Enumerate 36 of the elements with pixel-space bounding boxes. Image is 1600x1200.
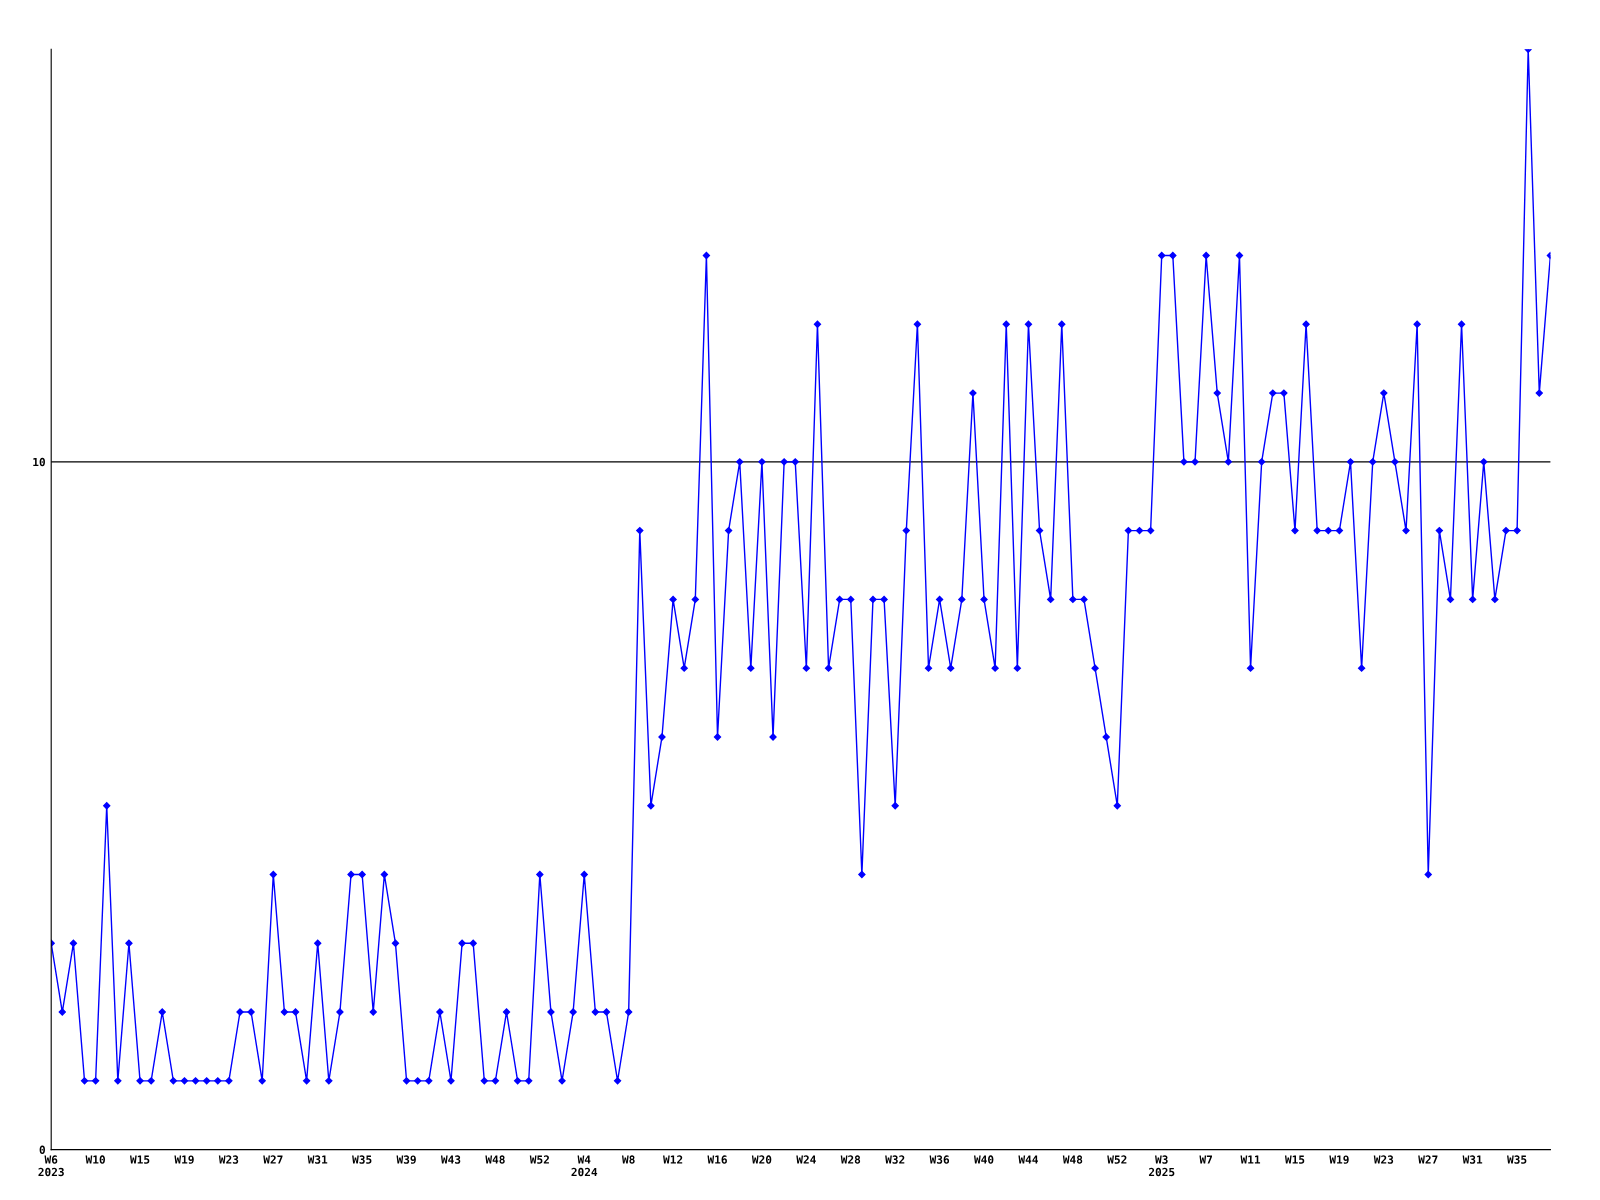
x-tick-label: W36 bbox=[929, 1155, 950, 1164]
x-tick-label: W23 bbox=[218, 1155, 239, 1164]
y-tick-label: 0 bbox=[39, 1145, 45, 1154]
x-tick-label: W52 bbox=[529, 1155, 549, 1164]
x-tick-label: W24 bbox=[796, 1155, 816, 1164]
x-tick-label: W40 bbox=[974, 1155, 994, 1164]
x-tick-label: W35 bbox=[1507, 1155, 1527, 1164]
x-tick-label: W10 bbox=[85, 1155, 105, 1164]
x-tick-label: W48 bbox=[485, 1155, 505, 1164]
x-tick-label: W15 bbox=[130, 1155, 150, 1164]
x-tick-label: W27 bbox=[263, 1155, 283, 1164]
x-tick-label: W6 2023 bbox=[38, 1155, 64, 1177]
x-tick-label: W8 bbox=[621, 1155, 635, 1164]
x-tick-label: W19 bbox=[174, 1155, 194, 1164]
x-tick-label: W23 bbox=[1373, 1155, 1394, 1164]
x-tick-label: W39 bbox=[396, 1155, 416, 1164]
x-tick-label: W52 bbox=[1107, 1155, 1127, 1164]
x-tick-label: W11 bbox=[1240, 1155, 1261, 1164]
x-tick-label: W3 2025 bbox=[1148, 1155, 1175, 1177]
x-tick-label: W31 bbox=[1462, 1155, 1483, 1164]
x-tick-label: W28 bbox=[840, 1155, 861, 1164]
x-tick-label: W44 bbox=[1018, 1155, 1038, 1164]
x-tick-label: W35 bbox=[352, 1155, 372, 1164]
x-tick-label: W7 bbox=[1199, 1155, 1212, 1164]
x-tick-label: W43 bbox=[440, 1155, 461, 1164]
x-tick-label: W4 2024 bbox=[571, 1155, 598, 1177]
x-tick-label: W15 bbox=[1284, 1155, 1305, 1164]
x-tick-label: W20 bbox=[751, 1155, 772, 1164]
x-tick-label: W16 bbox=[707, 1155, 727, 1164]
x-tick-label: W31 bbox=[307, 1155, 328, 1164]
x-tick-label: W32 bbox=[885, 1155, 905, 1164]
x-tick-label: W19 bbox=[1329, 1155, 1349, 1164]
y-tick-label: 10 bbox=[33, 457, 45, 467]
x-tick-label: W48 bbox=[1062, 1155, 1083, 1164]
x-tick-label: W27 bbox=[1418, 1155, 1438, 1164]
x-tick-label: W12 bbox=[663, 1155, 683, 1164]
